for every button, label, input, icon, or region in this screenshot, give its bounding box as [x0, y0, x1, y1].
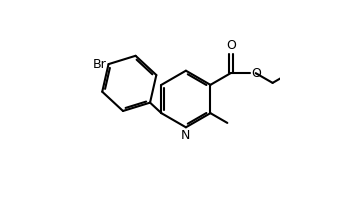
Text: O: O	[251, 67, 261, 80]
Text: O: O	[226, 39, 236, 52]
Text: N: N	[181, 129, 191, 142]
Text: Br: Br	[93, 58, 107, 71]
